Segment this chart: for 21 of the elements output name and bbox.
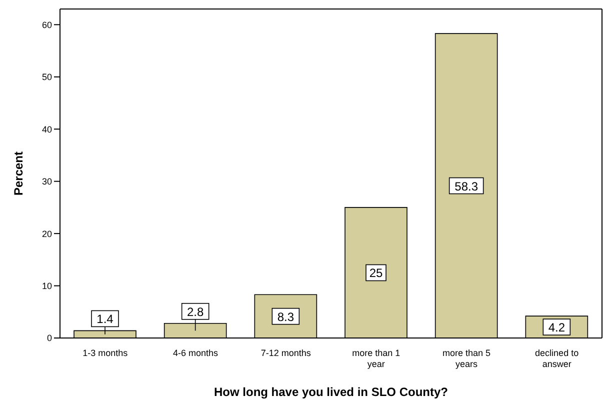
data-label: 2.8 [186, 304, 204, 319]
y-axis-title: Percent [11, 151, 26, 196]
y-tick-label: 60 [42, 20, 52, 30]
data-label: 58.3 [454, 179, 478, 194]
x-tick-label: 7-12 months [260, 348, 312, 358]
y-tick-label: 0 [46, 333, 52, 344]
y-tick-label: 20 [42, 228, 52, 239]
x-tick-label: 1-3 months [82, 348, 128, 358]
x-tick-label: 4-6 months [172, 348, 219, 358]
data-label: 4.2 [548, 320, 566, 335]
x-tick-label: more than 1 year [352, 348, 400, 369]
x-axis-title: How long have you lived in SLO County? [214, 385, 448, 399]
y-tick-label: 40 [42, 124, 52, 134]
y-tick-label: 50 [42, 72, 52, 82]
data-label: 1.4 [96, 312, 114, 326]
data-label: 25 [369, 266, 383, 280]
x-tick-label: declined to answer [535, 348, 579, 369]
y-tick-label: 10 [42, 280, 52, 291]
x-tick-label: more than 5 years [442, 348, 491, 369]
data-label: 8.3 [277, 310, 294, 324]
y-tick-label: 30 [42, 176, 52, 187]
